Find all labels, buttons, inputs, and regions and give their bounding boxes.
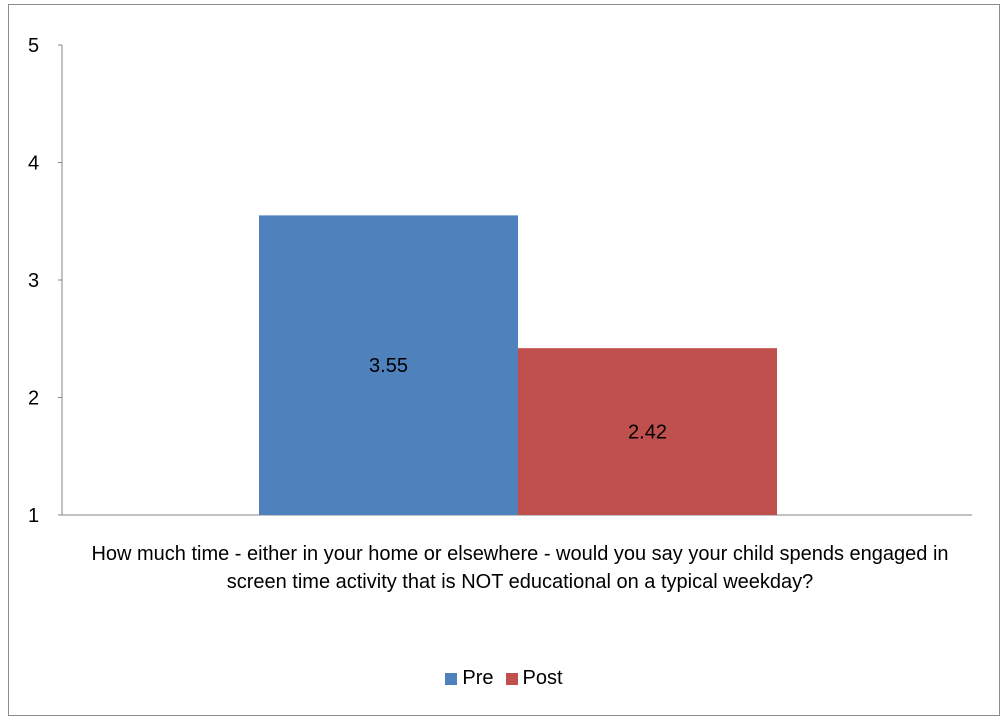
legend-item-pre: Pre	[445, 667, 494, 690]
bar-post	[518, 348, 777, 515]
legend-swatch-post	[505, 672, 518, 685]
y-tick-label: 1	[28, 505, 39, 527]
legend-label-pre: Pre	[462, 667, 494, 689]
bar-pre	[259, 215, 518, 515]
y-tick-label: 3	[28, 270, 39, 292]
data-label-pre: 3.55	[369, 355, 408, 377]
y-tick-label: 5	[28, 35, 39, 57]
legend-label-post: Post	[522, 667, 563, 689]
y-tick-label: 2	[28, 388, 39, 410]
category-label: How much time - either in your home or e…	[91, 543, 949, 593]
y-tick-label: 4	[28, 153, 39, 175]
legend-swatch-pre	[445, 672, 458, 685]
legend: Pre Post	[0, 667, 1008, 690]
legend-item-post: Post	[505, 667, 563, 690]
data-label-post: 2.42	[628, 422, 667, 444]
